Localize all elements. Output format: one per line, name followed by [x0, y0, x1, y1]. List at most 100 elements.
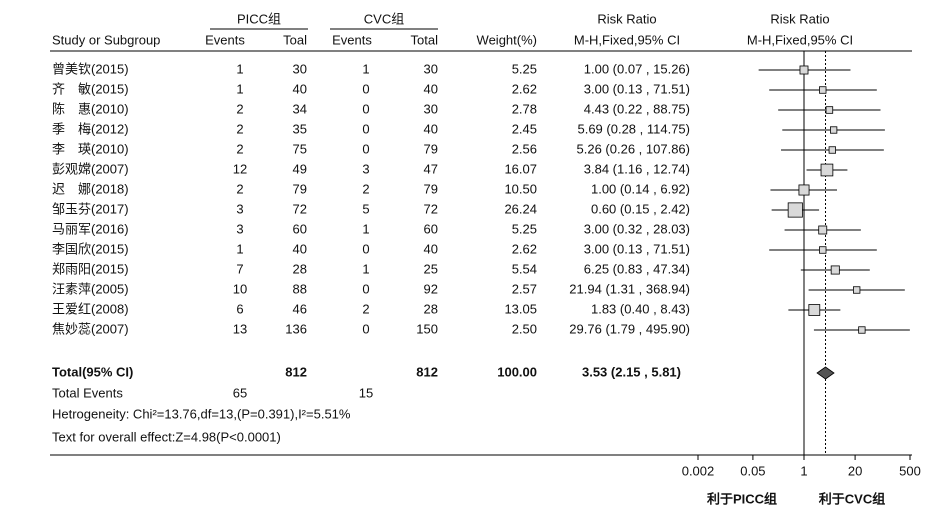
- effect-box: [819, 246, 827, 254]
- cell: 2.57: [512, 281, 537, 296]
- effect-box: [853, 286, 861, 294]
- study-name: 邹玉芬(2017): [52, 201, 129, 216]
- cell: 30: [293, 61, 307, 76]
- effect-box: [825, 106, 834, 114]
- cell: 1: [236, 81, 243, 96]
- column-header: Total: [411, 32, 439, 47]
- cell: 5.26 (0.26 , 107.86): [577, 141, 690, 156]
- cell: 0: [362, 321, 369, 336]
- cell: 13: [233, 321, 247, 336]
- group-header: Risk Ratio: [597, 11, 656, 26]
- study-name: 王爱红(2008): [52, 301, 129, 316]
- cell: 30: [424, 101, 438, 116]
- cell: 2: [236, 141, 243, 156]
- cell: 6: [236, 301, 243, 316]
- study-name: 齐 敏(2015): [52, 81, 129, 96]
- cell: 3: [236, 201, 243, 216]
- cell: 1: [362, 261, 369, 276]
- cell: 28: [424, 301, 438, 316]
- study-name: 郑雨阳(2015): [52, 261, 129, 276]
- cell: 1: [362, 221, 369, 236]
- total-events-cell: 65: [233, 385, 247, 400]
- cell: 60: [424, 221, 438, 236]
- cell: 46: [293, 301, 307, 316]
- cell: 72: [293, 201, 307, 216]
- cell: 2.78: [512, 101, 537, 116]
- cell: 150: [416, 321, 438, 336]
- effect-box: [799, 65, 809, 75]
- group-header: PICC组: [237, 11, 281, 26]
- cell: 2: [236, 181, 243, 196]
- cell: 79: [424, 141, 438, 156]
- cell: 40: [424, 121, 438, 136]
- cell: 28: [293, 261, 307, 276]
- cell: 3.84 (1.16 , 12.74): [584, 161, 690, 176]
- cell: 1.00 (0.14 , 6.92): [591, 181, 690, 196]
- cell: 7: [236, 261, 243, 276]
- effect-box: [828, 146, 836, 154]
- cell: 0: [362, 141, 369, 156]
- cell: 25: [424, 261, 438, 276]
- cell: 0: [362, 121, 369, 136]
- total-label: Total(95% CI): [52, 364, 133, 379]
- cell: 2: [236, 121, 243, 136]
- cell: 40: [293, 81, 307, 96]
- total-cell: 100.00: [497, 364, 537, 379]
- study-name: 曾美钦(2015): [52, 61, 129, 76]
- favours-label: 利于PICC组: [707, 491, 777, 506]
- heterogeneity: Hetrogeneity: Chi²=13.76,df=13,(P=0.391)…: [52, 406, 351, 421]
- cell: 1: [362, 61, 369, 76]
- cell: 5.54: [512, 261, 537, 276]
- cell: 34: [293, 101, 307, 116]
- effect-box: [858, 326, 866, 334]
- total-cell: 3.53 (2.15 , 5.81): [582, 364, 681, 379]
- cell: 47: [424, 161, 438, 176]
- study-name: 陈 惠(2010): [52, 101, 129, 116]
- study-name: 汪素萍(2005): [52, 281, 129, 296]
- cell: 35: [293, 121, 307, 136]
- effect-box: [820, 163, 834, 177]
- cell: 88: [293, 281, 307, 296]
- study-name: 季 梅(2012): [52, 121, 129, 136]
- column-header: M-H,Fixed,95% CI: [747, 32, 853, 47]
- cell: 1: [236, 241, 243, 256]
- study-name: 马丽军(2016): [52, 221, 129, 236]
- cell: 16.07: [504, 161, 537, 176]
- total-events-cell: 15: [359, 385, 373, 400]
- cell: 2.62: [512, 81, 537, 96]
- cell: 0.60 (0.15 , 2.42): [591, 201, 690, 216]
- cell: 2.62: [512, 241, 537, 256]
- cell: 10: [233, 281, 247, 296]
- cell: 0: [362, 101, 369, 116]
- x-tick-label: 0.05: [740, 463, 765, 478]
- cell: 5.25: [512, 61, 537, 76]
- column-header: Study or Subgroup: [52, 32, 160, 47]
- cell: 2.50: [512, 321, 537, 336]
- x-tick-label: 500: [899, 463, 921, 478]
- cell: 26.24: [504, 201, 537, 216]
- cell: 3: [362, 161, 369, 176]
- cell: 2: [362, 181, 369, 196]
- effect-box: [808, 304, 821, 316]
- study-name: 迟 娜(2018): [52, 181, 129, 196]
- total-events-label: Total Events: [52, 385, 123, 400]
- cell: 29.76 (1.79 , 495.90): [569, 321, 690, 336]
- study-name: 李国欣(2015): [52, 241, 129, 256]
- total-cell: 812: [285, 364, 307, 379]
- cell: 4.43 (0.22 , 88.75): [584, 101, 690, 116]
- cell: 0: [362, 281, 369, 296]
- cell: 21.94 (1.31 , 368.94): [569, 281, 690, 296]
- cell: 75: [293, 141, 307, 156]
- cell: 3.00 (0.13 , 71.51): [584, 241, 690, 256]
- group-header: CVC组: [364, 11, 404, 26]
- cell: 40: [293, 241, 307, 256]
- effect-box: [819, 86, 827, 94]
- column-header: Toal: [283, 32, 307, 47]
- cell: 49: [293, 161, 307, 176]
- cell: 0: [362, 241, 369, 256]
- study-name: 李 瑛(2010): [52, 141, 129, 156]
- cell: 79: [293, 181, 307, 196]
- column-header: Events: [205, 32, 245, 47]
- cell: 2.56: [512, 141, 537, 156]
